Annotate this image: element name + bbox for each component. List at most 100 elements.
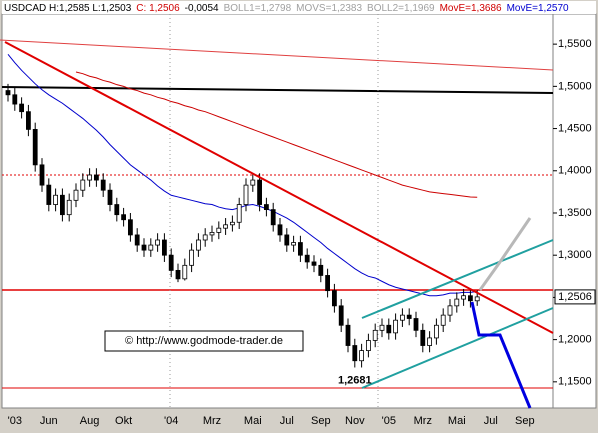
candle-body [53, 194, 58, 205]
trendlines: © http://www.godmode-trader.de 1,2681 [4, 41, 554, 409]
candle-body [32, 129, 38, 166]
header-bar [2, 1, 596, 14]
candle-body [440, 314, 446, 326]
x-tick-label: Nov [345, 415, 365, 427]
y-tick-label: 1,5500 [558, 38, 592, 50]
candle-body [87, 174, 92, 181]
candle-body [134, 234, 140, 246]
candle-body [345, 324, 351, 346]
header-item: MovE=1,3686 [440, 3, 502, 14]
candle-body [263, 204, 269, 211]
header-item: -0,0054 [185, 3, 219, 14]
candle-body [182, 264, 188, 280]
candle-body [39, 164, 45, 186]
candle-body [447, 305, 453, 316]
x-tick-label: Jul [484, 415, 498, 427]
x-tick-label: '05 [382, 415, 396, 427]
candle-body [195, 239, 201, 251]
candle-body [148, 244, 154, 251]
candle-body [359, 350, 365, 362]
x-tick-label: Okt [115, 415, 132, 427]
x-tick-label: Mai [244, 415, 262, 427]
candle-body [175, 269, 181, 280]
x-tick-label: Mrz [203, 415, 221, 427]
candle-body [114, 204, 120, 216]
candle-body [433, 324, 439, 339]
candle-body [297, 242, 303, 256]
candle-body [270, 209, 276, 226]
candle-body [94, 174, 99, 181]
x-tick-label: '03 [8, 415, 22, 427]
watermark-box [104, 330, 304, 352]
candle-body [236, 204, 242, 223]
y-tick-label: 1,1500 [558, 376, 592, 388]
header-item: USDCAD H:1,2585 L:1,2503 [4, 3, 132, 14]
y-tick-label: 1,4500 [558, 122, 592, 134]
candle-body [393, 319, 399, 334]
candle-body [243, 184, 249, 205]
candle-body [161, 239, 167, 256]
trendline [1, 86, 554, 94]
projection [470, 301, 532, 409]
candle-body [229, 221, 235, 226]
candle-body [331, 290, 337, 307]
candle-body [189, 249, 195, 266]
candle-body [250, 179, 256, 186]
candle-body [379, 324, 385, 331]
candle-body [73, 189, 79, 201]
candle-body [338, 305, 344, 326]
last-price-box [554, 289, 596, 305]
header-item: BOLL1=1,2798 [224, 3, 292, 14]
candle-body [406, 314, 412, 319]
annotation: 1,2681 [338, 374, 372, 386]
candle-body [25, 111, 31, 130]
candle-body [399, 314, 405, 321]
candle-body [454, 298, 460, 307]
candle-body [100, 179, 106, 191]
candle-body [372, 329, 378, 341]
candle-body [12, 94, 18, 105]
candle-body [427, 337, 433, 346]
candle-body [352, 345, 358, 362]
trendline [0, 39, 554, 71]
candle-body [155, 239, 161, 246]
candle-body [277, 224, 283, 236]
trendlines [0, 14, 554, 408]
candle-body [413, 318, 419, 331]
header-item: MovE=1,2570 [507, 3, 569, 14]
y-tick-label: 1,2000 [558, 334, 592, 346]
candle-body [107, 189, 113, 205]
candle-body [474, 296, 480, 302]
candle-body [5, 90, 11, 96]
x-tick-label: '04 [164, 415, 178, 427]
x-tick-label: Aug [80, 415, 100, 427]
candle-body [168, 254, 174, 271]
channel-line [361, 307, 554, 389]
header-item: BOLL2=1,1969 [367, 3, 435, 14]
x-tick-label: Sep [311, 415, 331, 427]
x-tick-label: Mai [448, 415, 466, 427]
x-tick-label: Sep [515, 415, 535, 427]
channel-line [361, 239, 554, 319]
x-tick-label: Jun [40, 415, 58, 427]
y-tick-label: 1,4000 [558, 165, 592, 177]
candle-body [121, 214, 126, 221]
candle-body [223, 224, 229, 229]
candle-body [304, 254, 310, 263]
candle-body [127, 219, 133, 236]
moving-average [7, 53, 478, 297]
candle-body [19, 103, 25, 113]
header-item: C: 1,2506 [136, 3, 180, 14]
trendline [4, 41, 554, 334]
candle-body [141, 244, 147, 251]
candle-body [291, 242, 297, 246]
candle-body [216, 227, 222, 233]
y-tick-label: 1,5000 [558, 80, 592, 92]
projection [478, 217, 532, 291]
header: USDCAD H:1,2585 L:1,2503 C: 1,2506 -0,0054… [4, 3, 569, 14]
candle-body [209, 232, 215, 236]
y-tick-label: 1,3000 [558, 249, 592, 261]
last-price-label: 1,2506 [558, 291, 592, 303]
candle-body [467, 295, 473, 302]
